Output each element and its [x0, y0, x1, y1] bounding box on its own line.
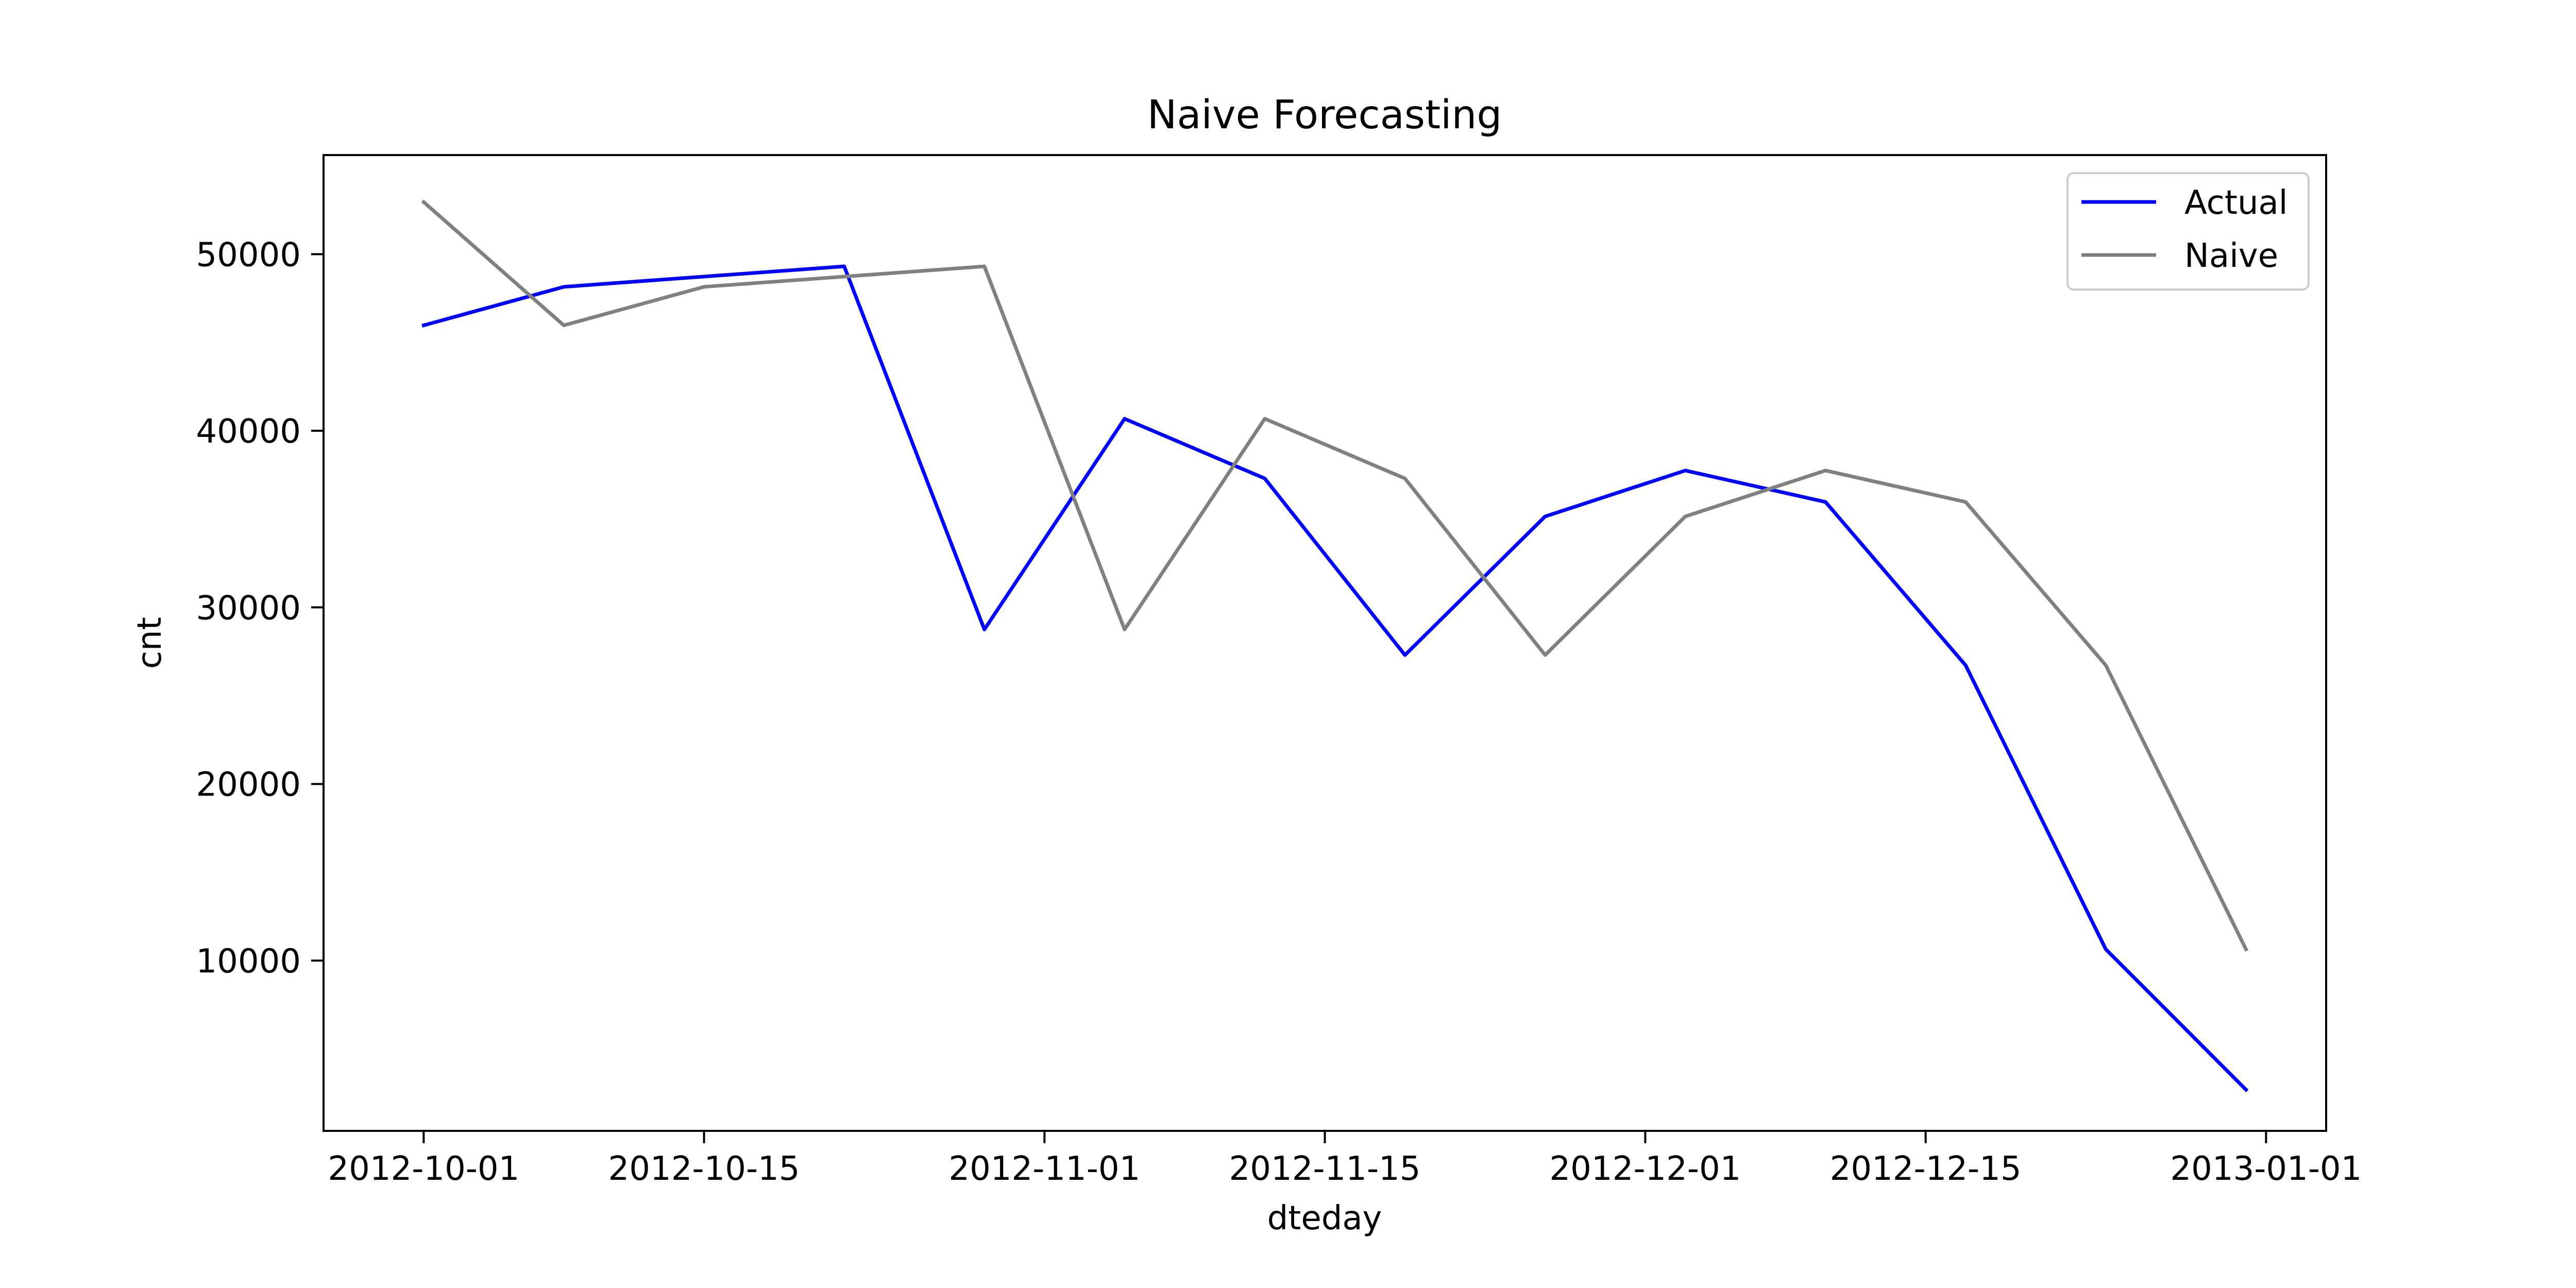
y-axis: 10000 20000 30000 40000 50000: [196, 236, 324, 981]
x-tick-label: 2012-12-15: [1830, 1150, 2022, 1188]
chart-title: Naive Forecasting: [1147, 92, 1502, 138]
y-tick-label: 40000: [196, 413, 301, 451]
x-tick-label: 2012-10-01: [328, 1150, 519, 1188]
y-tick-label: 20000: [196, 766, 301, 804]
x-tick-label: 2013-01-01: [2170, 1150, 2362, 1188]
x-tick-label: 2012-11-15: [1229, 1150, 1421, 1188]
legend: Actual Naive: [2066, 172, 2310, 291]
y-tick-label: 10000: [196, 943, 301, 981]
legend-label-naive: Naive: [2184, 237, 2278, 275]
x-axis: 2012-10-01 2012-10-15 2012-11-01 2012-11-15…: [328, 1131, 2362, 1188]
x-axis-label: dteday: [1267, 1199, 1382, 1238]
legend-label-actual: Actual: [2184, 184, 2288, 222]
x-tick-label: 2012-10-15: [608, 1150, 800, 1188]
x-tick-label: 2012-11-01: [948, 1150, 1140, 1188]
y-axis-label: cnt: [131, 617, 169, 669]
x-tick-label: 2012-12-01: [1549, 1150, 1741, 1188]
plot-area: [421, 199, 2249, 1093]
y-tick-label: 50000: [196, 236, 301, 274]
y-tick-label: 30000: [196, 589, 301, 628]
